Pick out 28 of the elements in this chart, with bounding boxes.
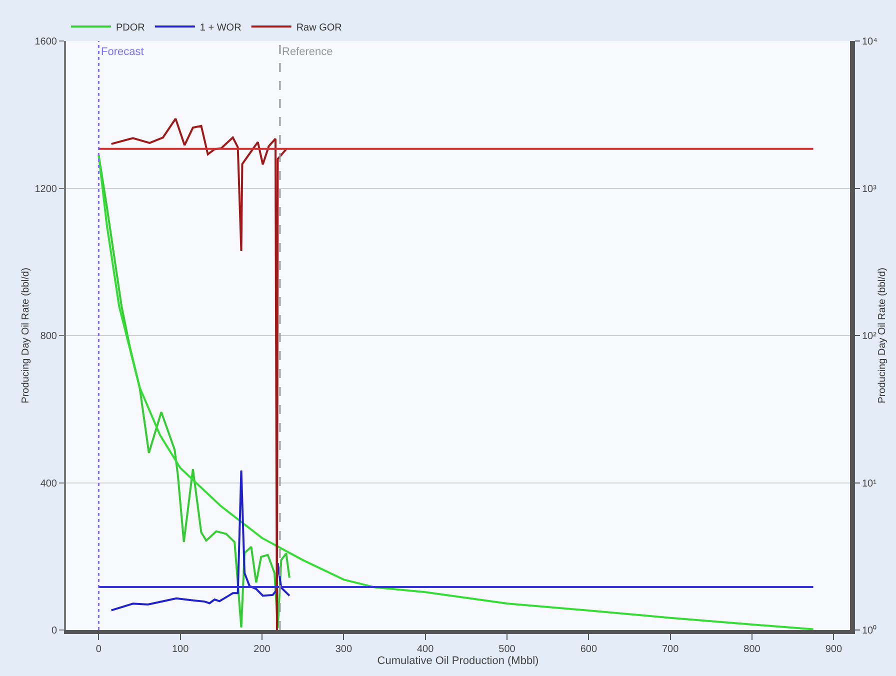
x-tick-label: 400 bbox=[416, 644, 434, 655]
y-tick-label: 1600 bbox=[34, 36, 58, 48]
y-tick-label: 0 bbox=[51, 626, 58, 636]
y-axis-title: Producing Day Oil Rate (bbl/d) bbox=[20, 268, 32, 404]
y2-tick-label: 10² bbox=[862, 331, 878, 342]
y-tick-label: 800 bbox=[40, 331, 58, 342]
ref-line-label: Reference bbox=[282, 46, 333, 58]
legend-label: PDOR bbox=[116, 22, 145, 34]
legend-label: Raw GOR bbox=[296, 22, 342, 34]
y2-tick-label: 10⁴ bbox=[862, 36, 878, 48]
x-tick-label: 700 bbox=[662, 644, 680, 655]
x-tick-label: 300 bbox=[335, 644, 352, 655]
ref-line-label: Forecast bbox=[101, 46, 144, 58]
y-tick-label: 400 bbox=[40, 478, 58, 490]
x-tick-label: 200 bbox=[254, 644, 271, 655]
y2-tick-label: 10³ bbox=[862, 184, 878, 195]
y-tick-label: 1200 bbox=[34, 184, 58, 195]
y2-axis-title: Producing Day Oil Rate (bbl/d) bbox=[877, 268, 888, 404]
x-tick-label: 900 bbox=[825, 644, 842, 655]
x-tick-label: 0 bbox=[96, 644, 102, 655]
legend-label: 1 + WOR bbox=[200, 22, 242, 34]
x-tick-label: 100 bbox=[172, 644, 190, 655]
x-tick-label: 600 bbox=[580, 644, 598, 655]
y2-tick-label: 10¹ bbox=[862, 478, 878, 490]
x-tick-label: 500 bbox=[498, 644, 516, 655]
x-tick-label: 800 bbox=[744, 644, 761, 655]
x-axis-title: Cumulative Oil Production (Mbbl) bbox=[377, 655, 539, 667]
y2-tick-label: 10⁰ bbox=[862, 624, 878, 636]
